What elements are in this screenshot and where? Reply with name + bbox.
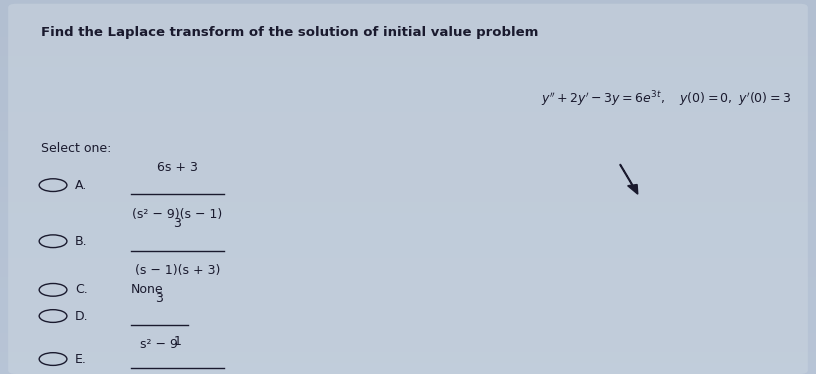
Text: B.: B. — [75, 235, 87, 248]
Text: D.: D. — [75, 310, 89, 322]
Text: C.: C. — [75, 283, 88, 296]
Text: None: None — [131, 283, 163, 296]
Text: Find the Laplace transform of the solution of initial value problem: Find the Laplace transform of the soluti… — [41, 26, 539, 39]
FancyBboxPatch shape — [8, 4, 808, 374]
Text: (s − 1)(s + 3): (s − 1)(s + 3) — [135, 264, 220, 277]
Text: E.: E. — [75, 353, 87, 365]
Text: (s² − 9)(s − 1): (s² − 9)(s − 1) — [132, 208, 223, 221]
FancyArrow shape — [620, 165, 638, 194]
Text: 1: 1 — [174, 335, 181, 348]
Text: 3: 3 — [155, 292, 163, 305]
Text: 6s + 3: 6s + 3 — [157, 161, 198, 174]
Text: 3: 3 — [174, 217, 181, 230]
Text: $y'' + 2y' - 3y = 6e^{3t},$   $y(0) = 0,\ y'(0) = 3$: $y'' + 2y' - 3y = 6e^{3t},$ $y(0) = 0,\ … — [541, 90, 792, 109]
Text: Select one:: Select one: — [41, 142, 111, 155]
Text: s² − 9: s² − 9 — [140, 338, 178, 352]
Text: A.: A. — [75, 179, 87, 191]
